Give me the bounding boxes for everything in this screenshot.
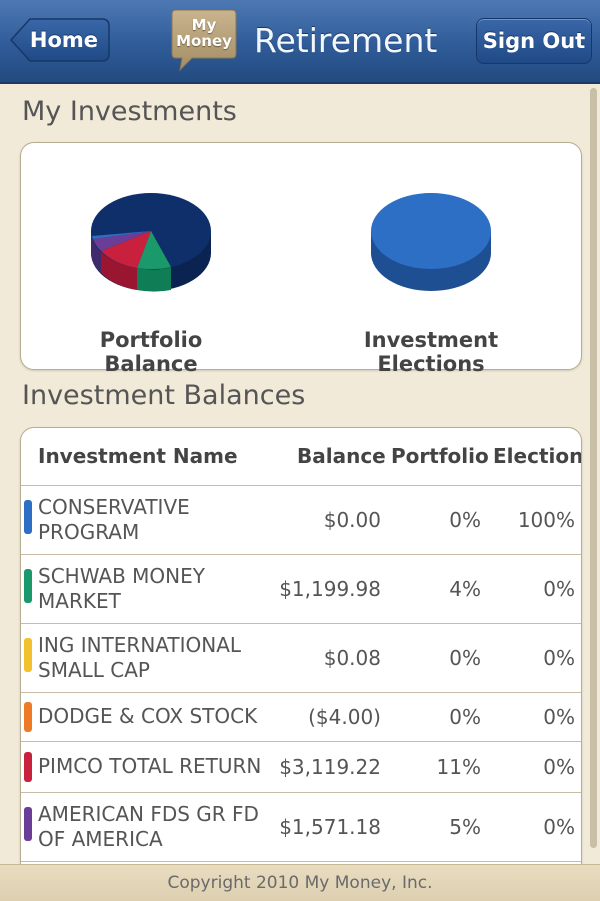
investment-name-line1: DODGE & COX STOCK [38,704,258,728]
balance-value: ($4.00) [308,705,381,729]
column-header-balance[interactable]: Balance [297,444,386,468]
election-value: 0% [543,755,575,779]
logo-line-1: My [191,16,217,34]
investment-name: SCHWAB MONEY MARKET [38,564,278,614]
table-row[interactable]: SCHWAB MONEY MARKET $1,199.98 4% 0% [21,555,581,624]
investment-name-line1: AMERICAN FDS GR FD [38,802,259,826]
portfolio-pie-icon [91,193,212,292]
election-value: 0% [543,705,575,729]
column-header-name[interactable]: Investment Name [38,444,238,468]
column-header-portfolio[interactable]: Portfolio [391,444,489,468]
table-row[interactable]: ING INTERNATIONAL SMALL CAP $0.08 0% 0% [21,624,581,693]
footer-copyright: Copyright 2010 My Money, Inc. [0,864,600,901]
investment-name-line2: OF AMERICA [38,827,163,851]
portfolio-balance-label: Portfolio Balance [99,328,203,376]
investment-name: CONSERVATIVE PROGRAM [38,495,278,545]
portfolio-value: 0% [449,508,481,532]
investment-name-line1: PIMCO TOTAL RETURN [38,754,262,778]
sign-out-button[interactable]: Sign Out [476,18,592,64]
investment-name-line2: SMALL CAP [38,658,150,682]
investments-card: Portfolio Balance Investment Elections [20,142,582,376]
balance-value: $1,571.18 [279,815,381,839]
color-indicator [24,807,32,841]
investment-name-line2: PROGRAM [38,520,140,544]
investment-elections-chart[interactable] [367,187,495,299]
election-value: 100% [517,508,575,532]
portfolio-value: 11% [436,755,481,779]
table-row[interactable]: PIMCO TOTAL RETURN $3,119.22 11% 0% [21,742,581,793]
home-button-label: Home [29,28,99,52]
color-indicator [24,569,32,603]
investment-name-line2: MARKET [38,589,121,613]
election-value: 0% [543,646,575,670]
top-bar: Home My Money Retirement Sign Out [0,0,600,84]
portfolio-value: 0% [449,705,481,729]
balances-table: Investment Name Balance Portfolio Electi… [20,427,582,879]
table-header: Investment Name Balance Portfolio Electi… [21,428,581,486]
color-indicator [24,702,32,732]
investment-name-line1: CONSERVATIVE [38,495,190,519]
scrollbar[interactable] [590,88,597,848]
color-indicator [24,638,32,672]
balance-value: $3,119.22 [279,755,381,779]
back-arrow-button-shape [10,18,110,62]
logo-text: My Money [170,17,238,49]
investment-name: AMERICAN FDS GR FD OF AMERICA [38,802,278,852]
investment-balances-heading: Investment Balances [22,380,306,411]
portfolio-value: 5% [449,815,481,839]
balance-value: $1,199.98 [279,577,381,601]
investment-name-line1: SCHWAB MONEY [38,564,205,588]
logo-line-2: Money [176,32,232,50]
election-value: 0% [543,577,575,601]
portfolio-balance-chart[interactable] [87,187,215,299]
investment-name: ING INTERNATIONAL SMALL CAP [38,633,278,683]
my-money-logo-icon [171,10,237,72]
elections-pie-icon [371,193,491,291]
page-title: Retirement [254,21,438,60]
home-button[interactable]: Home [10,18,110,62]
balance-value: $0.00 [323,508,381,532]
table-row[interactable]: CONSERVATIVE PROGRAM $0.00 0% 100% [21,486,581,555]
investment-elections-label: Investment Elections [363,328,499,376]
balance-value: $0.08 [323,646,381,670]
portfolio-value: 4% [449,577,481,601]
color-indicator [24,752,32,782]
table-row[interactable]: DODGE & COX STOCK ($4.00) 0% 0% [21,693,581,742]
portfolio-value: 0% [449,646,481,670]
my-investments-heading: My Investments [22,96,237,127]
investment-name: DODGE & COX STOCK [38,704,278,729]
column-header-election[interactable]: Election [493,444,582,468]
table-row[interactable]: AMERICAN FDS GR FD OF AMERICA $1,571.18 … [21,793,581,862]
color-indicator [24,500,32,534]
investment-name: PIMCO TOTAL RETURN [38,754,278,779]
investment-name-line1: ING INTERNATIONAL [38,633,242,657]
election-value: 0% [543,815,575,839]
